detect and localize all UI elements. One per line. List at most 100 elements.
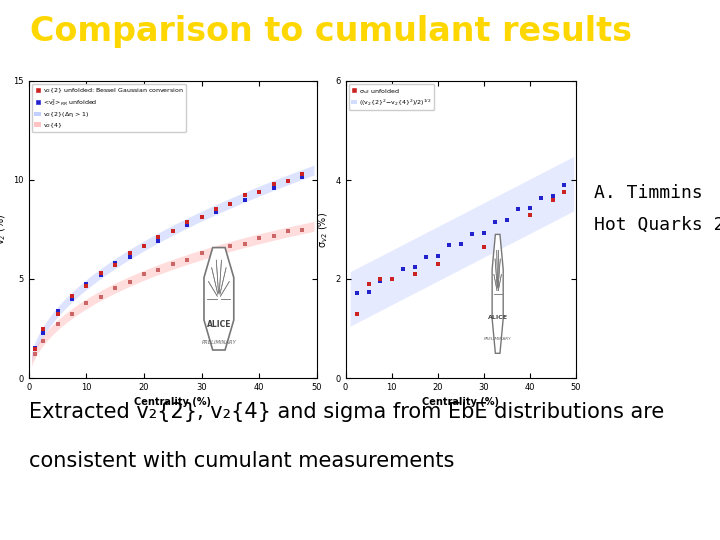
Point	[253, 233, 265, 242]
Point	[268, 180, 279, 188]
Point	[66, 310, 78, 319]
Point	[210, 205, 222, 213]
Point	[297, 173, 308, 181]
Text: Hot Quarks 2012: Hot Quarks 2012	[594, 216, 720, 234]
Text: A. Timmins: A. Timmins	[594, 184, 703, 201]
Point	[81, 282, 92, 291]
Text: Comparison to cumulant results: Comparison to cumulant results	[30, 15, 632, 48]
Point	[52, 306, 63, 315]
Point	[95, 271, 107, 279]
Point	[282, 177, 294, 185]
Point	[297, 170, 308, 178]
Point	[138, 270, 150, 279]
Point	[81, 299, 92, 307]
Point	[253, 187, 265, 196]
Point	[386, 275, 397, 284]
Point	[363, 288, 374, 296]
Point	[37, 337, 49, 346]
Point	[196, 213, 207, 221]
Point	[124, 252, 135, 261]
Point	[210, 208, 222, 217]
Point	[196, 249, 207, 258]
Text: PRELIMINARY: PRELIMINARY	[202, 340, 236, 345]
Text: Extracted v₂{2}, v₂{4} and sigma from EbE distributions are: Extracted v₂{2}, v₂{4} and sigma from Eb…	[29, 402, 664, 422]
Point	[363, 280, 374, 288]
Point	[351, 309, 363, 318]
Point	[239, 195, 251, 204]
Point	[524, 210, 536, 219]
Point	[196, 212, 207, 221]
Point	[559, 188, 570, 197]
Y-axis label: v$_2$ (%): v$_2$ (%)	[0, 214, 8, 245]
Point	[432, 252, 444, 260]
Point	[181, 217, 193, 226]
Point	[81, 280, 92, 288]
Point	[181, 221, 193, 230]
Legend: v$_2${2} unfolded: Bessel Gaussian conversion, <v$_2^2$>$_{RR}$ unfolded, v$_2${: v$_2${2} unfolded: Bessel Gaussian conve…	[32, 84, 186, 132]
Point	[467, 230, 478, 238]
Point	[95, 268, 107, 277]
Point	[181, 256, 193, 265]
Point	[239, 239, 251, 248]
Point	[138, 242, 150, 251]
Point	[282, 177, 294, 185]
Point	[409, 269, 420, 278]
Point	[253, 187, 265, 196]
Point	[397, 264, 409, 273]
Point	[432, 260, 444, 268]
Point	[478, 228, 490, 237]
Point	[455, 240, 467, 248]
Point	[138, 242, 150, 251]
Point	[29, 345, 40, 354]
Point	[268, 184, 279, 192]
Point	[153, 232, 164, 241]
Point	[239, 191, 251, 200]
Point	[225, 200, 236, 208]
Point	[490, 217, 501, 226]
Point	[153, 236, 164, 245]
X-axis label: Centrality (%): Centrality (%)	[423, 397, 499, 407]
Point	[386, 275, 397, 284]
Point	[282, 227, 294, 235]
Point	[52, 319, 63, 328]
Point	[66, 292, 78, 300]
Point	[225, 200, 236, 208]
Point	[95, 292, 107, 301]
Point	[297, 226, 308, 234]
Point	[225, 241, 236, 250]
Point	[153, 266, 164, 274]
Point	[536, 193, 547, 202]
Point	[268, 232, 279, 240]
Point	[167, 259, 179, 268]
Text: ALICE: ALICE	[207, 320, 231, 329]
Text: 17: 17	[674, 21, 702, 41]
Point	[501, 216, 513, 225]
Text: PRELIMINARY: PRELIMINARY	[484, 338, 511, 341]
Point	[37, 325, 49, 334]
Point	[109, 260, 121, 269]
Point	[66, 294, 78, 303]
Point	[167, 227, 179, 235]
Point	[124, 278, 135, 287]
Point	[547, 192, 559, 201]
Y-axis label: σ$_{v2}$ (%): σ$_{v2}$ (%)	[316, 212, 330, 247]
Point	[374, 275, 386, 284]
Text: ALICE: ALICE	[487, 315, 508, 320]
Point	[444, 240, 455, 249]
Point	[37, 329, 49, 338]
Text: consistent with cumulant measurements: consistent with cumulant measurements	[29, 451, 454, 471]
Legend: σ$_{v2}$ unfolded, ((v$_2${2}$^2$−v$_2${4}$^2$)/2)$^{1/2}$: σ$_{v2}$ unfolded, ((v$_2${2}$^2$−v$_2${…	[348, 84, 434, 110]
Point	[478, 242, 490, 251]
Point	[109, 283, 121, 292]
Point	[524, 204, 536, 212]
Point	[374, 276, 386, 285]
Point	[559, 181, 570, 190]
Point	[29, 343, 40, 352]
Point	[420, 253, 432, 261]
Point	[351, 289, 363, 298]
Point	[109, 259, 121, 267]
Point	[167, 226, 179, 235]
X-axis label: Centrality (%): Centrality (%)	[135, 397, 211, 407]
Point	[409, 263, 420, 272]
Point	[29, 349, 40, 358]
